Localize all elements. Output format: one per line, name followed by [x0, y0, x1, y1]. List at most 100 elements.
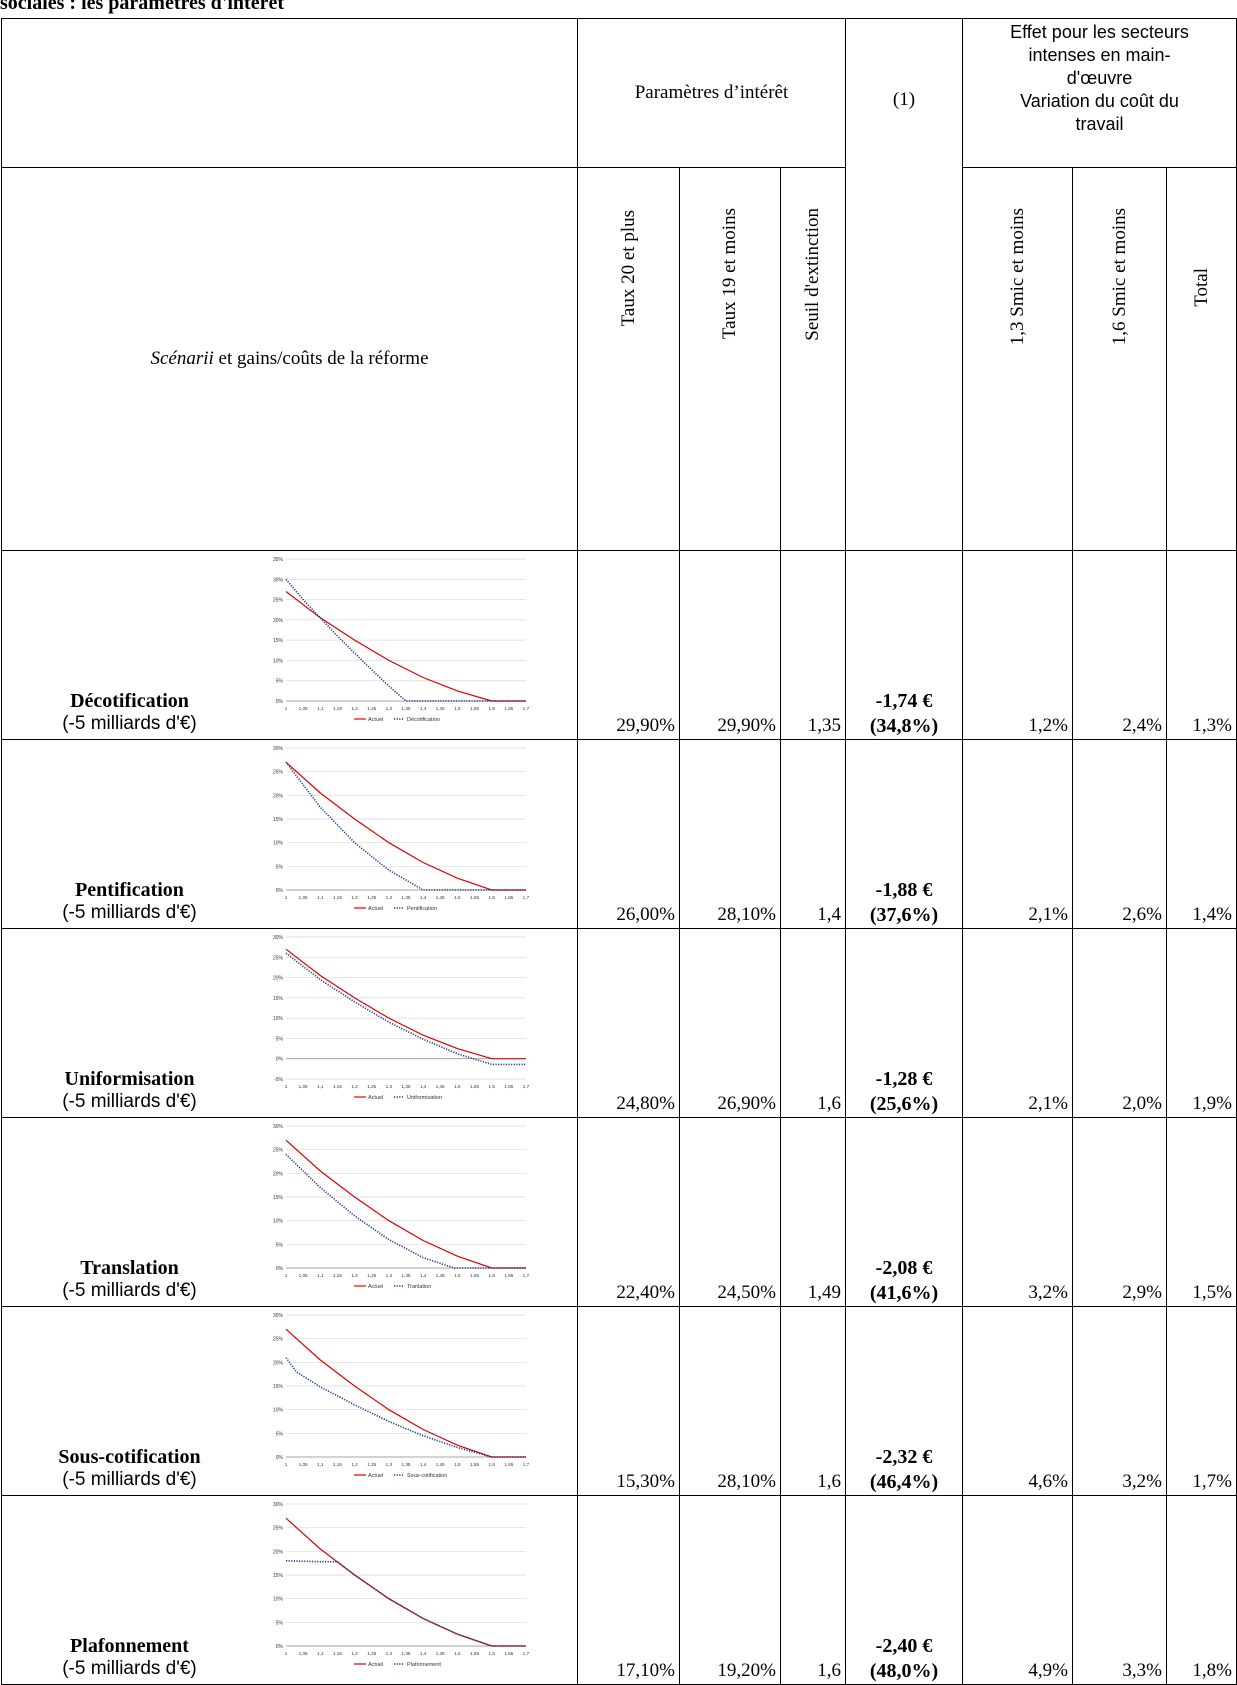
y-tick-label: 5%: [276, 864, 284, 870]
col-taux20: Taux 20 et plus: [577, 167, 680, 551]
scenario-name: Sous-cotification: [58, 1446, 201, 1468]
x-tick-label: 1,65: [504, 1084, 513, 1089]
x-tick-label: 1,35: [402, 1273, 411, 1278]
x-tick-label: 1,5: [454, 895, 461, 900]
x-tick-label: 1,6: [489, 895, 496, 900]
x-tick-label: 1,5: [454, 706, 461, 711]
cell-gain: -2,32 € (46,4%): [845, 1306, 963, 1496]
y-tick-label: 15%: [273, 1573, 284, 1579]
y-tick-label: 20%: [273, 793, 284, 799]
x-tick-label: 1,25: [367, 1273, 376, 1278]
legend-label: Uniformisation: [407, 1095, 442, 1101]
cell-16-smic: 3,3%: [1072, 1495, 1167, 1685]
cell-seuil: 1,6: [780, 928, 846, 1118]
scenario-name: Uniformisation: [64, 1068, 195, 1090]
x-tick-label: 1,45: [436, 1084, 445, 1089]
scenario-budget: (-5 milliards d'€): [62, 902, 197, 923]
cell-taux20: 15,30%: [577, 1306, 680, 1496]
cell-total: 1,3%: [1166, 550, 1237, 740]
x-tick-label: 1: [285, 1084, 288, 1089]
y-tick-label: 25%: [273, 1337, 284, 1343]
legend-label: Sous-cotification: [407, 1473, 447, 1479]
table-row: Plafonnement (-5 milliards d'€) 0% 5% 10% 15%…: [1, 1495, 1237, 1685]
y-tick-label: 20%: [273, 976, 284, 982]
x-tick-label: 1,05: [299, 895, 308, 900]
y-tick-label: 0%: [276, 888, 284, 894]
x-tick-label: 1,6: [489, 1273, 496, 1278]
x-tick-label: 1,7: [523, 1084, 530, 1089]
legend-label: Plafonnement: [407, 1662, 441, 1668]
x-tick-label: 1,7: [523, 1462, 530, 1467]
y-tick-label: 20%: [273, 1549, 284, 1555]
gain-value: -2,32 €: [875, 1446, 933, 1468]
x-tick-label: 1,15: [333, 1084, 342, 1089]
series-line-actuel: [285, 1139, 526, 1269]
cell-gain: -1,74 € (34,8%): [845, 550, 963, 740]
y-tick-label: 30%: [273, 1124, 284, 1130]
y-tick-label: 30%: [273, 1502, 284, 1508]
x-tick-label: 1,65: [504, 706, 513, 711]
x-tick-label: 1,1: [317, 706, 324, 711]
x-tick-label: 1,3: [386, 1084, 393, 1089]
x-tick-label: 1,7: [523, 895, 530, 900]
scenario-budget: (-5 milliards d'€): [62, 1469, 197, 1490]
legend-label: Actuel: [368, 1473, 383, 1479]
y-tick-label: 0%: [276, 1455, 284, 1461]
cell-13-smic: 3,2%: [962, 1117, 1073, 1307]
scenarii-header: Scénarii et gains/coûts de la réforme: [1, 167, 578, 551]
cell-taux19: 28,10%: [679, 739, 781, 929]
y-tick-label: 0%: [276, 699, 284, 705]
cell-total: 1,4%: [1166, 739, 1237, 929]
y-tick-label: 10%: [273, 1408, 284, 1414]
x-tick-label: 1: [285, 1273, 288, 1278]
x-tick-label: 1,45: [436, 1651, 445, 1656]
gain-value: -2,40 €: [875, 1635, 933, 1657]
x-tick-label: 1,4: [420, 1084, 427, 1089]
legend-label: Actuel: [368, 906, 383, 912]
scenario-name: Translation: [80, 1257, 179, 1279]
col-16-smic: 1,6 Smic et moins: [1072, 167, 1167, 551]
x-tick-label: 1,1: [317, 1462, 324, 1467]
legend-label: Actuel: [368, 1095, 383, 1101]
table-row: Translation (-5 milliards d'€) 0% 5% 10% 15% 2…: [1, 1117, 1237, 1307]
x-tick-label: 1,55: [470, 1651, 479, 1656]
scenario-cell: Translation (-5 milliards d'€) 0% 5% 10% 15% 2…: [1, 1117, 578, 1307]
gain-value: -1,28 €: [875, 1068, 933, 1090]
cell-total: 1,7%: [1166, 1306, 1237, 1496]
y-tick-label: 10%: [273, 841, 284, 847]
legend-label: Tranlation: [407, 1284, 431, 1290]
series-line-actuel: [285, 1328, 526, 1458]
y-tick-label: 0%: [276, 1266, 284, 1272]
x-tick-label: 1,6: [489, 706, 496, 711]
series-line-décotification: [285, 578, 526, 702]
table-row: Décotification (-5 milliards d'€) 0% 5% 10% 1…: [1, 550, 1237, 740]
x-tick-label: 1,7: [523, 1651, 530, 1656]
cell-taux19: 28,10%: [679, 1306, 781, 1496]
x-tick-label: 1,25: [367, 706, 376, 711]
x-tick-label: 1,55: [470, 1084, 479, 1089]
x-tick-label: 1,4: [420, 1462, 427, 1467]
series-line-tranlation: [285, 1153, 526, 1269]
x-tick-label: 1,05: [299, 706, 308, 711]
x-tick-label: 1,2: [351, 895, 358, 900]
x-tick-label: 1: [285, 1651, 288, 1656]
scenario-cell: Pentification (-5 milliards d'€) 0% 5% 10% 15…: [1, 739, 578, 929]
cell-16-smic: 2,4%: [1072, 550, 1167, 740]
x-tick-label: 1: [285, 895, 288, 900]
x-tick-label: 1,15: [333, 706, 342, 711]
scenario-chart: 0% 5% 10% 15% 20% 25% 30% 1 1,05 1,1 1,15 1,2 1,25 1,…: [273, 1124, 530, 1290]
y-tick-label: 25%: [273, 1148, 284, 1154]
series-line-actuel: [285, 1517, 526, 1647]
scenario-cell: Uniformisation (-5 milliards d'€) -5% 0% 5% 1…: [1, 928, 578, 1118]
x-tick-label: 1,45: [436, 706, 445, 711]
x-tick-label: 1,05: [299, 1273, 308, 1278]
x-tick-label: 1,5: [454, 1462, 461, 1467]
x-tick-label: 1,4: [420, 706, 427, 711]
scenario-chart: -5% 0% 5% 10% 15% 20% 25% 30% 1 1,05 1,1 1,15 1,2 1,2…: [273, 935, 530, 1101]
x-tick-label: 1,2: [351, 1273, 358, 1278]
y-tick-label: 15%: [273, 1195, 284, 1201]
gain-value: -1,74 €: [875, 690, 933, 712]
scenario-chart: 0% 5% 10% 15% 20% 25% 30% 1 1,05 1,1 1,15 1,2 1,25 1,…: [273, 746, 530, 912]
y-tick-label: 10%: [273, 1597, 284, 1603]
y-tick-label: 10%: [273, 658, 284, 664]
